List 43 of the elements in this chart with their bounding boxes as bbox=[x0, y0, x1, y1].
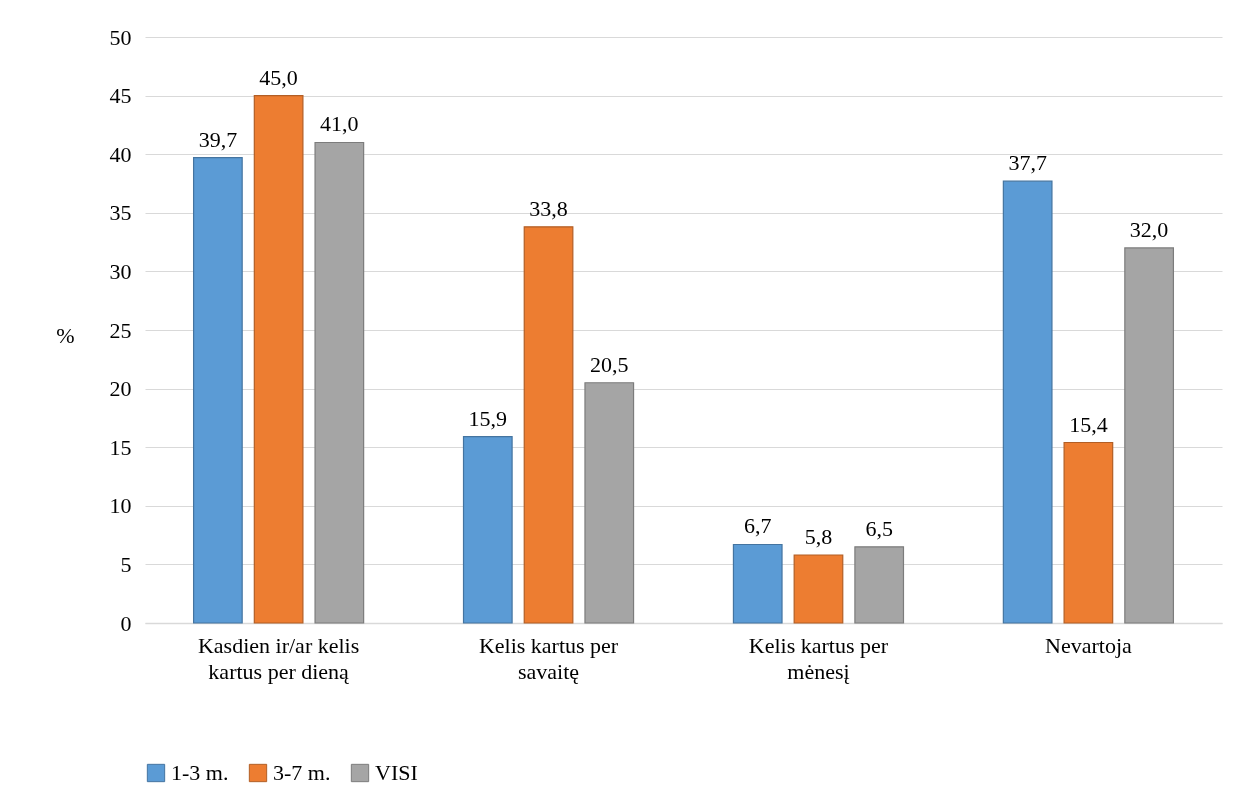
data-label: 32,0 bbox=[1129, 216, 1169, 242]
bar bbox=[584, 382, 635, 624]
data-label: 15,4 bbox=[1069, 411, 1108, 437]
bar bbox=[1002, 180, 1053, 624]
bar bbox=[462, 436, 513, 624]
y-tick-label: 30 bbox=[109, 258, 132, 284]
y-tick-label: 15 bbox=[109, 434, 132, 460]
data-label: 20,5 bbox=[590, 351, 629, 377]
bar bbox=[854, 546, 905, 624]
data-label: 6,5 bbox=[865, 515, 893, 541]
x-tick-label: Nevartoja bbox=[1045, 632, 1132, 658]
bar bbox=[192, 157, 243, 624]
legend-label: 1-3 m. bbox=[171, 760, 229, 785]
x-tick-label: Kasdien ir/ar kelis kartus per dieną bbox=[197, 632, 360, 684]
y-tick-label: 25 bbox=[109, 317, 132, 343]
y-axis-title: % bbox=[56, 322, 75, 348]
bar bbox=[253, 95, 304, 624]
y-tick-label: 35 bbox=[109, 200, 132, 226]
data-label: 37,7 bbox=[1008, 150, 1047, 176]
data-label: 33,8 bbox=[529, 195, 568, 221]
data-label: 15,9 bbox=[468, 405, 508, 431]
data-label: 41,0 bbox=[320, 111, 359, 137]
x-tick-label: Kelis kartus per savaitę bbox=[478, 632, 619, 684]
x-tick-label: Kelis kartus per mėnesį bbox=[748, 632, 889, 684]
y-tick-label: 20 bbox=[109, 376, 132, 402]
bar bbox=[1124, 247, 1175, 624]
legend-label: VISI bbox=[375, 760, 418, 785]
bar bbox=[314, 141, 365, 624]
y-tick-label: 45 bbox=[109, 83, 132, 109]
data-label: 39,7 bbox=[198, 126, 238, 152]
y-tick-label: 50 bbox=[109, 24, 132, 50]
bar bbox=[523, 226, 574, 624]
data-label: 6,7 bbox=[743, 513, 772, 539]
bar bbox=[793, 554, 844, 624]
data-label: 5,8 bbox=[804, 524, 833, 550]
bar bbox=[1063, 441, 1114, 624]
bar bbox=[732, 543, 783, 624]
data-label: 45,0 bbox=[259, 64, 298, 90]
y-tick-label: 40 bbox=[109, 141, 132, 167]
y-tick-label: 5 bbox=[120, 551, 132, 577]
legend-label: 3-7 m. bbox=[273, 760, 331, 785]
y-tick-label: 10 bbox=[109, 493, 132, 519]
y-tick-label: 0 bbox=[120, 610, 132, 636]
